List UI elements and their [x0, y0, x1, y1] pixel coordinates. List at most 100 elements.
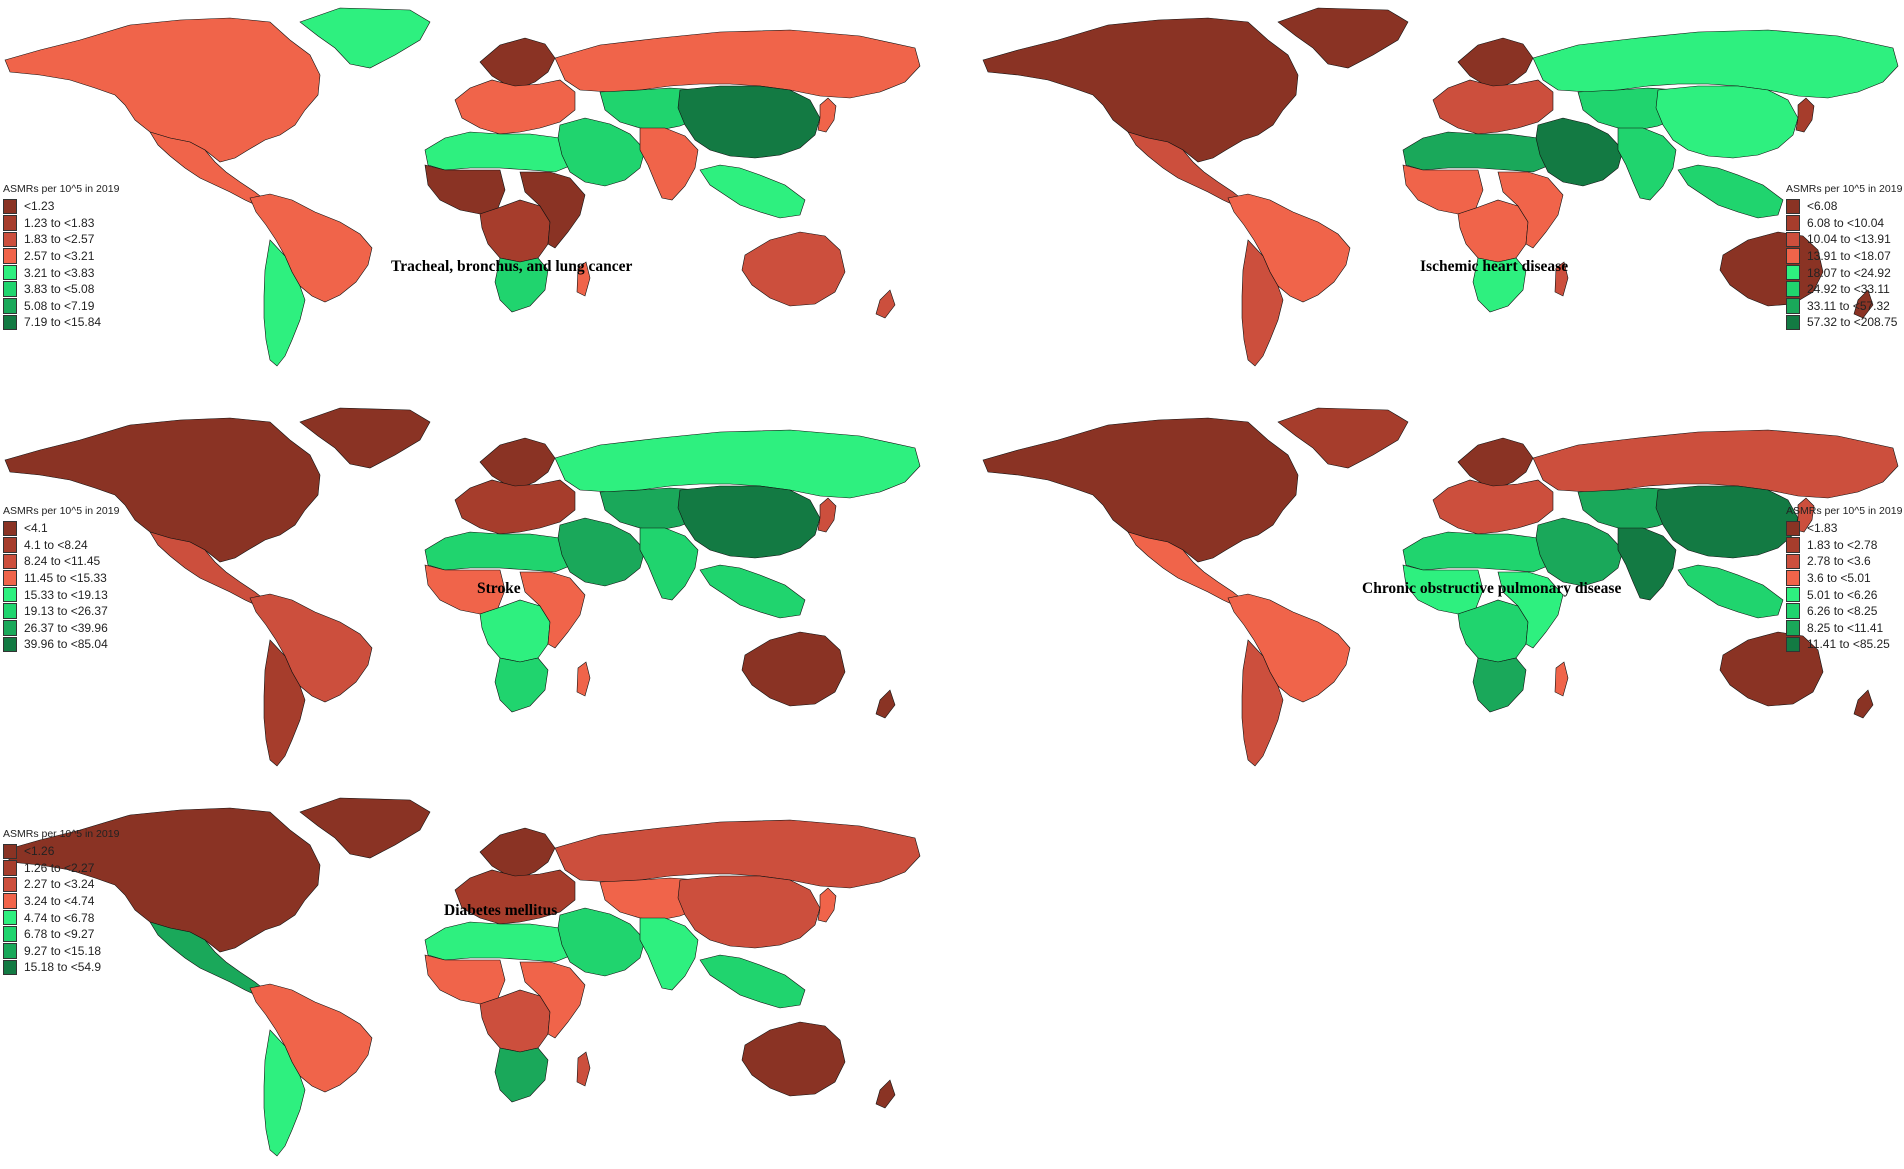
- legend-item: 2.57 to <3.21: [3, 248, 119, 265]
- map-title: Stroke: [477, 580, 521, 597]
- legend-label: 1.83 to <2.78: [1807, 537, 1878, 552]
- legend-item: 3.83 to <5.08: [3, 281, 119, 298]
- region-gl: [299, 797, 431, 859]
- map-panel-ischemic-heart-disease: ASMRs per 10^5 in 2019 <6.08 6.08 to <10.0…: [978, 0, 1903, 400]
- legend-swatch: [3, 909, 17, 926]
- region-afr-s: [494, 657, 549, 713]
- legend-label: 5.08 to <7.19: [24, 298, 95, 313]
- legend-swatch: [3, 520, 17, 537]
- map-panel-diabetes: ASMRs per 10^5 in 2019 <1.26 1.26 to <2.27…: [0, 790, 925, 1169]
- region-sa: [249, 593, 373, 703]
- region-me: [557, 907, 646, 977]
- legend-label: 39.96 to <85.04: [24, 637, 108, 652]
- legend-item: 2.27 to <3.24: [3, 876, 119, 893]
- legend-label: <6.08: [1807, 199, 1838, 214]
- legend-swatch: [3, 248, 17, 264]
- map-legend: ASMRs per 10^5 in 2019 <1.26 1.26 to <2.27…: [3, 828, 119, 976]
- region-mg: [576, 1051, 591, 1087]
- region-afr-c: [1457, 199, 1529, 263]
- legend-label: 13.91 to <18.07: [1807, 249, 1891, 264]
- legend-swatch: [1786, 603, 1800, 620]
- region-eu-n: [1457, 37, 1534, 89]
- legend-swatch: [3, 926, 17, 943]
- legend-label: 24.92 to <33.11: [1807, 282, 1890, 297]
- legend-label: <1.23: [24, 199, 55, 214]
- region-afr-e: [1497, 171, 1564, 249]
- legend-label: 9.27 to <15.18: [24, 943, 102, 958]
- region-afr-e: [1497, 571, 1564, 649]
- legend-item: 6.08 to <10.04: [1786, 215, 1902, 232]
- legend-label: 6.78 to <9.27: [24, 927, 95, 942]
- legend-label: 15.33 to <19.13: [24, 587, 108, 602]
- legend-item: 39.96 to <85.04: [3, 636, 119, 653]
- legend-item: 3.24 to <4.74: [3, 893, 119, 910]
- legend-title: ASMRs per 10^5 in 2019: [3, 505, 120, 517]
- legend-item: <4.1: [3, 520, 119, 537]
- region-sa-s: [1241, 639, 1284, 767]
- world-map: [4, 7, 921, 367]
- map-legend: ASMRs per 10^5 in 2019 <1.83 1.83 to <2.78…: [1786, 505, 1902, 653]
- region-sea: [699, 954, 806, 1009]
- region-in: [639, 127, 699, 201]
- legend-item: <1.26: [3, 843, 119, 860]
- region-afr-s: [1472, 657, 1527, 713]
- region-in: [639, 527, 699, 601]
- region-jp: [817, 887, 837, 923]
- region-jp: [1795, 97, 1815, 133]
- region-afr-w: [424, 954, 506, 1005]
- legend-label: 3.21 to <3.83: [24, 265, 95, 280]
- region-mena: [424, 921, 576, 963]
- world-map: [4, 797, 921, 1157]
- map-title: Ischemic heart disease: [1420, 258, 1569, 275]
- region-nz: [1853, 289, 1874, 319]
- legend-swatch: [3, 215, 17, 231]
- legend-swatch: [3, 281, 17, 298]
- region-afr-e: [519, 171, 586, 249]
- world-map: [982, 7, 1899, 367]
- legend-item: 9.27 to <15.18: [3, 943, 119, 960]
- region-afr-c: [479, 599, 551, 663]
- legend-label: <4.1: [24, 521, 48, 536]
- region-afr-s: [494, 257, 549, 313]
- legend-swatch: [1786, 620, 1800, 636]
- legend-item: 26.37 to <39.96: [3, 620, 119, 637]
- legend-item: 15.33 to <19.13: [3, 586, 119, 603]
- region-na: [4, 17, 321, 163]
- region-sa-s: [263, 639, 306, 767]
- region-sa: [1227, 193, 1351, 303]
- region-jp: [1795, 497, 1815, 533]
- legend-label: 6.08 to <10.04: [1807, 215, 1885, 230]
- region-mg: [576, 261, 591, 297]
- region-eu: [1432, 479, 1554, 535]
- region-au: [741, 231, 846, 307]
- legend-label: 15.18 to <54.9: [24, 960, 102, 975]
- map-panel-stroke: ASMRs per 10^5 in 2019 <4.1 4.1 to <8.24 8.…: [0, 400, 925, 800]
- legend-label: 1.23 to <1.83: [24, 215, 95, 230]
- legend-label: 18.07 to <24.92: [1807, 265, 1891, 280]
- legend-item: 1.26 to <2.27: [3, 860, 119, 877]
- region-jp: [817, 97, 837, 133]
- legend-label: 3.24 to <4.74: [24, 894, 95, 909]
- region-in: [1617, 527, 1677, 601]
- region-in: [639, 917, 699, 991]
- region-mena: [1402, 131, 1554, 173]
- map-title: Tracheal, bronchus, and lung cancer: [391, 258, 633, 275]
- region-afr-w: [424, 164, 506, 215]
- region-me: [1535, 517, 1624, 587]
- legend-item: 7.19 to <15.84: [3, 314, 119, 331]
- legend-item: <6.08: [1786, 198, 1902, 215]
- legend-label: 2.78 to <3.6: [1807, 554, 1871, 569]
- region-sa: [1227, 593, 1351, 703]
- region-afr-w: [1402, 164, 1484, 215]
- legend-label: 3.83 to <5.08: [24, 282, 95, 297]
- region-nz: [875, 289, 896, 319]
- legend-swatch: [1786, 553, 1800, 570]
- legend-swatch: [3, 553, 17, 570]
- legend-swatch: [1786, 281, 1800, 298]
- legend-swatch: [1786, 314, 1800, 331]
- legend-label: 1.26 to <2.27: [24, 860, 95, 875]
- legend-label: 4.74 to <6.78: [24, 910, 95, 925]
- legend-item: 6.26 to <8.25: [1786, 603, 1902, 620]
- region-cn: [1655, 485, 1799, 559]
- legend-item: 6.78 to <9.27: [3, 926, 119, 943]
